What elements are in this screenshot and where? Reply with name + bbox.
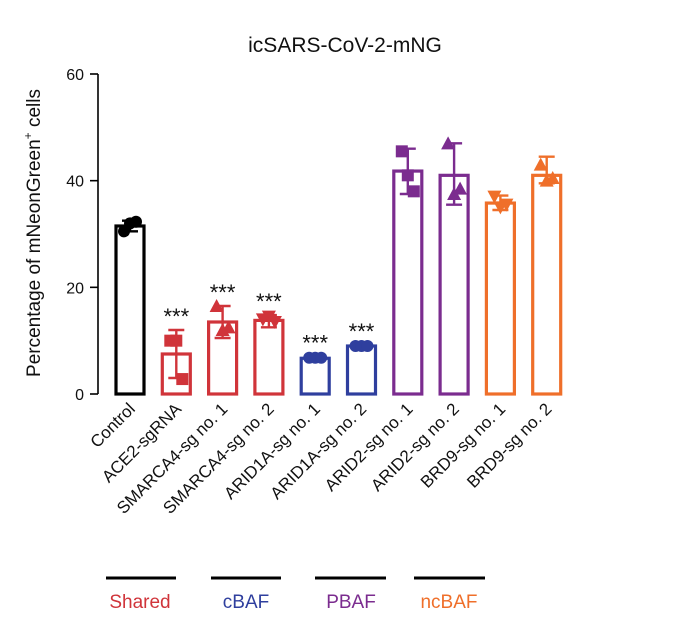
data-point bbox=[361, 340, 374, 352]
y-tick-label: 40 bbox=[66, 174, 84, 191]
data-point bbox=[499, 198, 514, 212]
group-label: PBAF bbox=[326, 592, 376, 613]
data-point bbox=[130, 215, 142, 228]
significance-label: *** bbox=[163, 304, 189, 329]
data-point bbox=[453, 181, 468, 195]
bar bbox=[114, 224, 146, 396]
bar-group: *** bbox=[207, 280, 239, 396]
significance-label: *** bbox=[256, 289, 282, 314]
bar bbox=[531, 173, 563, 396]
data-point bbox=[267, 316, 282, 329]
significance-label: *** bbox=[210, 280, 236, 305]
bar-group: *** bbox=[160, 304, 192, 396]
chart-title: icSARS-CoV-2-mNG bbox=[248, 34, 442, 57]
bar-group bbox=[114, 215, 146, 396]
bar bbox=[299, 356, 331, 396]
bar bbox=[438, 173, 470, 396]
group-labels: Shared cBAF PBAF ncBAF bbox=[106, 576, 485, 613]
data-point bbox=[395, 145, 408, 158]
group-label: ncBAF bbox=[420, 592, 477, 613]
data-point bbox=[209, 299, 224, 312]
data-point bbox=[221, 320, 236, 334]
bar-group bbox=[531, 155, 563, 396]
bar bbox=[392, 169, 424, 396]
data-point bbox=[441, 136, 456, 150]
bar-group: *** bbox=[299, 331, 331, 396]
bar bbox=[253, 318, 285, 396]
data-point bbox=[407, 185, 420, 198]
category-label: ACE2-sgRNA bbox=[98, 399, 185, 486]
y-tick-label: 20 bbox=[66, 280, 84, 297]
bar-group bbox=[392, 145, 424, 396]
category-label: BRD9-sg no. 2 bbox=[463, 399, 555, 491]
y-axis-label: Percentage of mNeonGreen+ cells bbox=[21, 89, 45, 377]
data-point bbox=[401, 169, 414, 182]
data-point bbox=[176, 373, 189, 386]
significance-label: *** bbox=[302, 331, 328, 356]
bar-group bbox=[438, 136, 470, 396]
significance-label: *** bbox=[349, 319, 375, 344]
data-point bbox=[170, 334, 183, 347]
data-point bbox=[315, 351, 328, 364]
bar-group bbox=[484, 190, 516, 396]
data-point bbox=[533, 157, 548, 171]
data-point bbox=[545, 171, 560, 184]
bars: *** *** *** *** *** bbox=[114, 136, 563, 396]
bar bbox=[345, 344, 378, 396]
group-label: Shared bbox=[109, 592, 170, 613]
y-tick-label: 60 bbox=[66, 67, 84, 84]
bar-group: *** bbox=[345, 319, 378, 396]
group-label: cBAF bbox=[223, 592, 269, 613]
axes: 0 20 40 60 bbox=[66, 67, 99, 404]
bar-group: *** bbox=[253, 289, 285, 396]
y-tick-label: 0 bbox=[75, 387, 84, 404]
bar bbox=[484, 201, 516, 396]
data-point bbox=[487, 190, 502, 204]
